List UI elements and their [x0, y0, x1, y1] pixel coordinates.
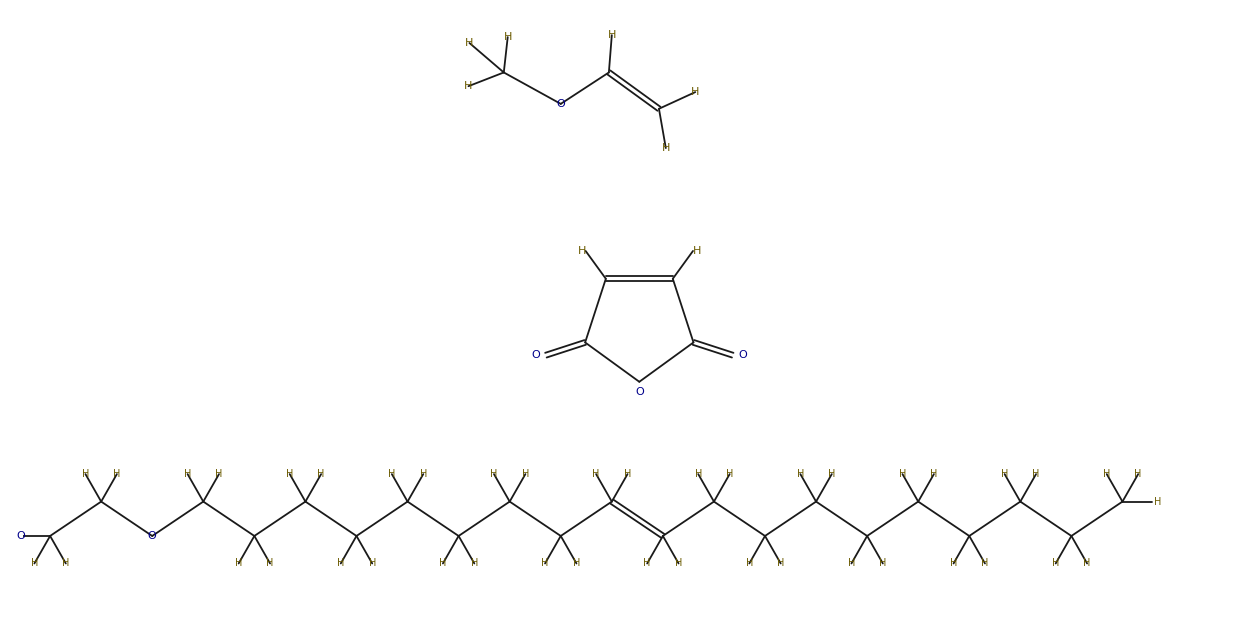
- Text: H: H: [266, 558, 274, 569]
- Text: O: O: [738, 350, 747, 360]
- Text: H: H: [879, 558, 886, 569]
- Text: H: H: [577, 246, 586, 256]
- Text: H: H: [828, 469, 836, 479]
- Text: H: H: [113, 469, 121, 479]
- Text: H: H: [465, 38, 474, 48]
- Text: H: H: [573, 558, 581, 569]
- Text: O: O: [635, 387, 644, 397]
- Text: H: H: [847, 558, 855, 569]
- Text: H: H: [184, 469, 191, 479]
- Text: H: H: [950, 558, 958, 569]
- Text: H: H: [1135, 469, 1141, 479]
- Text: H: H: [661, 143, 670, 153]
- Text: H: H: [388, 469, 396, 479]
- Text: H: H: [1032, 469, 1040, 479]
- Text: O: O: [532, 350, 541, 360]
- Text: H: H: [691, 87, 699, 97]
- Text: H: H: [777, 558, 784, 569]
- Text: O: O: [148, 531, 157, 541]
- Text: H: H: [368, 558, 376, 569]
- Text: H: H: [464, 81, 473, 91]
- Text: H: H: [318, 469, 324, 479]
- Text: H: H: [504, 32, 512, 42]
- Text: H: H: [235, 558, 243, 569]
- Text: H: H: [522, 469, 529, 479]
- Text: H: H: [1001, 469, 1008, 479]
- Text: H: H: [470, 558, 478, 569]
- Text: H: H: [82, 469, 89, 479]
- Text: H: H: [592, 469, 600, 479]
- Text: H: H: [542, 558, 549, 569]
- Text: O: O: [557, 99, 566, 109]
- Text: H: H: [420, 469, 427, 479]
- Text: O: O: [16, 531, 25, 541]
- Text: H: H: [439, 558, 446, 569]
- Text: H: H: [215, 469, 222, 479]
- Text: H: H: [930, 469, 938, 479]
- Text: H: H: [745, 558, 753, 569]
- Text: H: H: [337, 558, 344, 569]
- Text: H: H: [693, 246, 701, 256]
- Text: H: H: [899, 469, 906, 479]
- Text: H: H: [644, 558, 651, 569]
- Text: H: H: [695, 469, 701, 479]
- Text: H: H: [62, 558, 69, 569]
- Text: H: H: [287, 469, 293, 479]
- Text: H: H: [1084, 558, 1091, 569]
- Text: H: H: [797, 469, 804, 479]
- Text: H: H: [1104, 469, 1110, 479]
- Text: H: H: [675, 558, 683, 569]
- Text: H: H: [623, 469, 631, 479]
- Text: H: H: [1052, 558, 1060, 569]
- Text: H: H: [490, 469, 498, 479]
- Text: H: H: [30, 558, 38, 569]
- Text: H: H: [607, 30, 616, 40]
- Text: H: H: [1154, 497, 1161, 507]
- Text: H: H: [982, 558, 989, 569]
- Text: H: H: [727, 469, 733, 479]
